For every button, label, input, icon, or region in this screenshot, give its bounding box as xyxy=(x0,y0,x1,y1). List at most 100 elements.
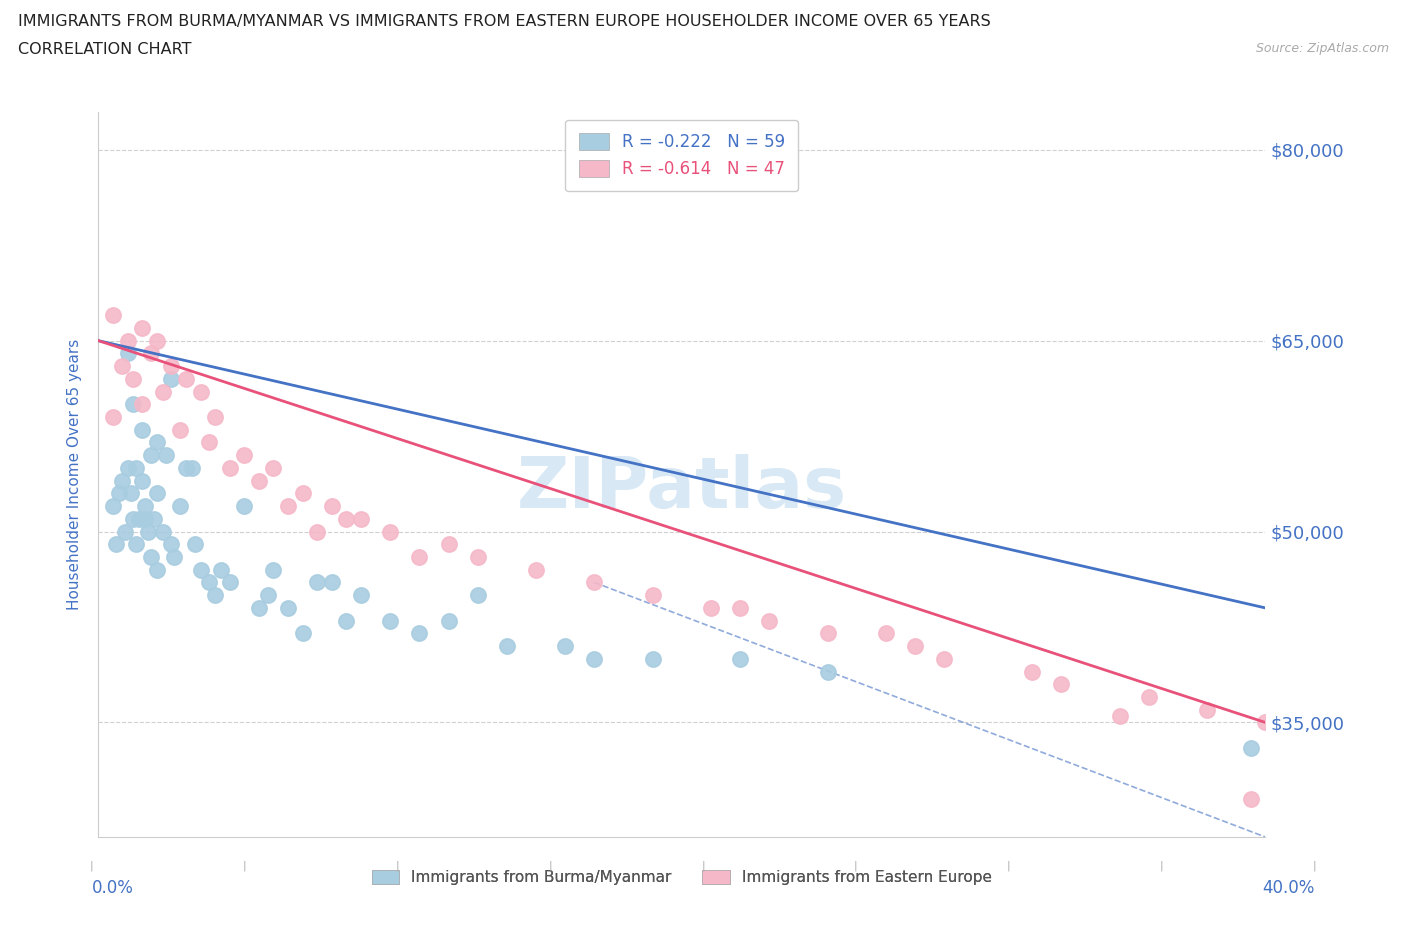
Point xyxy=(233,447,256,462)
Point xyxy=(641,588,664,603)
Point xyxy=(524,563,547,578)
Point xyxy=(496,639,519,654)
Text: Source: ZipAtlas.com: Source: ZipAtlas.com xyxy=(1256,42,1389,55)
Point xyxy=(247,601,270,616)
Point xyxy=(131,397,153,412)
Point xyxy=(247,473,270,488)
Text: |: | xyxy=(702,860,704,870)
Point xyxy=(152,525,174,539)
Point xyxy=(335,512,357,526)
Point xyxy=(152,384,174,399)
Point xyxy=(277,601,299,616)
Point xyxy=(125,537,148,551)
Point xyxy=(190,384,212,399)
Point xyxy=(180,460,202,475)
Point xyxy=(204,588,226,603)
Point xyxy=(321,575,343,590)
Point xyxy=(169,498,191,513)
Point xyxy=(1197,702,1219,717)
Text: CORRELATION CHART: CORRELATION CHART xyxy=(18,42,191,57)
Point xyxy=(169,422,191,437)
Point xyxy=(467,588,489,603)
Point xyxy=(904,639,927,654)
Point xyxy=(307,525,329,539)
Point xyxy=(467,550,489,565)
Point xyxy=(111,359,134,374)
Point xyxy=(198,575,221,590)
Point xyxy=(204,409,226,424)
Point xyxy=(291,626,314,641)
Point xyxy=(218,460,240,475)
Y-axis label: Householder Income Over 65 years: Householder Income Over 65 years xyxy=(67,339,83,610)
Point xyxy=(146,486,169,501)
Point xyxy=(277,498,299,513)
Point xyxy=(335,613,357,628)
Point xyxy=(1240,740,1263,755)
Text: |: | xyxy=(1313,860,1316,870)
Point xyxy=(934,651,956,666)
Point xyxy=(174,460,197,475)
Point xyxy=(160,359,183,374)
Point xyxy=(111,473,134,488)
Point xyxy=(1108,709,1130,724)
Point xyxy=(380,613,402,628)
Text: |: | xyxy=(395,860,399,870)
Point xyxy=(160,371,183,386)
Point xyxy=(122,397,145,412)
Point xyxy=(101,498,124,513)
Point xyxy=(142,512,165,526)
Point xyxy=(730,601,752,616)
Point xyxy=(263,563,285,578)
Point xyxy=(350,512,373,526)
Text: 0.0%: 0.0% xyxy=(91,879,134,897)
Point xyxy=(136,525,159,539)
Point xyxy=(146,563,169,578)
Point xyxy=(1254,715,1277,730)
Point xyxy=(1240,791,1263,806)
Point xyxy=(139,447,162,462)
Point xyxy=(408,550,430,565)
Point xyxy=(817,626,839,641)
Point xyxy=(218,575,240,590)
Point xyxy=(817,664,839,679)
Point xyxy=(730,651,752,666)
Point xyxy=(160,537,183,551)
Point xyxy=(174,371,197,386)
Point xyxy=(437,613,460,628)
Point xyxy=(163,550,186,565)
Point xyxy=(122,371,145,386)
Point xyxy=(1137,689,1160,704)
Point xyxy=(155,447,177,462)
Point xyxy=(190,563,212,578)
Point xyxy=(101,409,124,424)
Point xyxy=(104,537,127,551)
Text: |: | xyxy=(548,860,553,870)
Point xyxy=(1050,677,1073,692)
Point xyxy=(700,601,723,616)
Point xyxy=(131,473,153,488)
Point xyxy=(291,486,314,501)
Point xyxy=(209,563,232,578)
Point xyxy=(101,308,124,323)
Point xyxy=(139,550,162,565)
Point xyxy=(350,588,373,603)
Point xyxy=(233,498,256,513)
Point xyxy=(437,537,460,551)
Point xyxy=(583,575,606,590)
Point xyxy=(183,537,205,551)
Point xyxy=(114,525,136,539)
Point xyxy=(122,512,145,526)
Point xyxy=(1021,664,1043,679)
Point xyxy=(380,525,402,539)
Text: 40.0%: 40.0% xyxy=(1263,879,1315,897)
Point xyxy=(583,651,606,666)
Point xyxy=(146,333,169,348)
Point xyxy=(131,321,153,336)
Point xyxy=(120,486,142,501)
Text: IMMIGRANTS FROM BURMA/MYANMAR VS IMMIGRANTS FROM EASTERN EUROPE HOUSEHOLDER INCO: IMMIGRANTS FROM BURMA/MYANMAR VS IMMIGRA… xyxy=(18,14,991,29)
Point xyxy=(108,486,131,501)
Point xyxy=(128,512,150,526)
Point xyxy=(321,498,343,513)
Point xyxy=(198,435,221,450)
Point xyxy=(146,435,169,450)
